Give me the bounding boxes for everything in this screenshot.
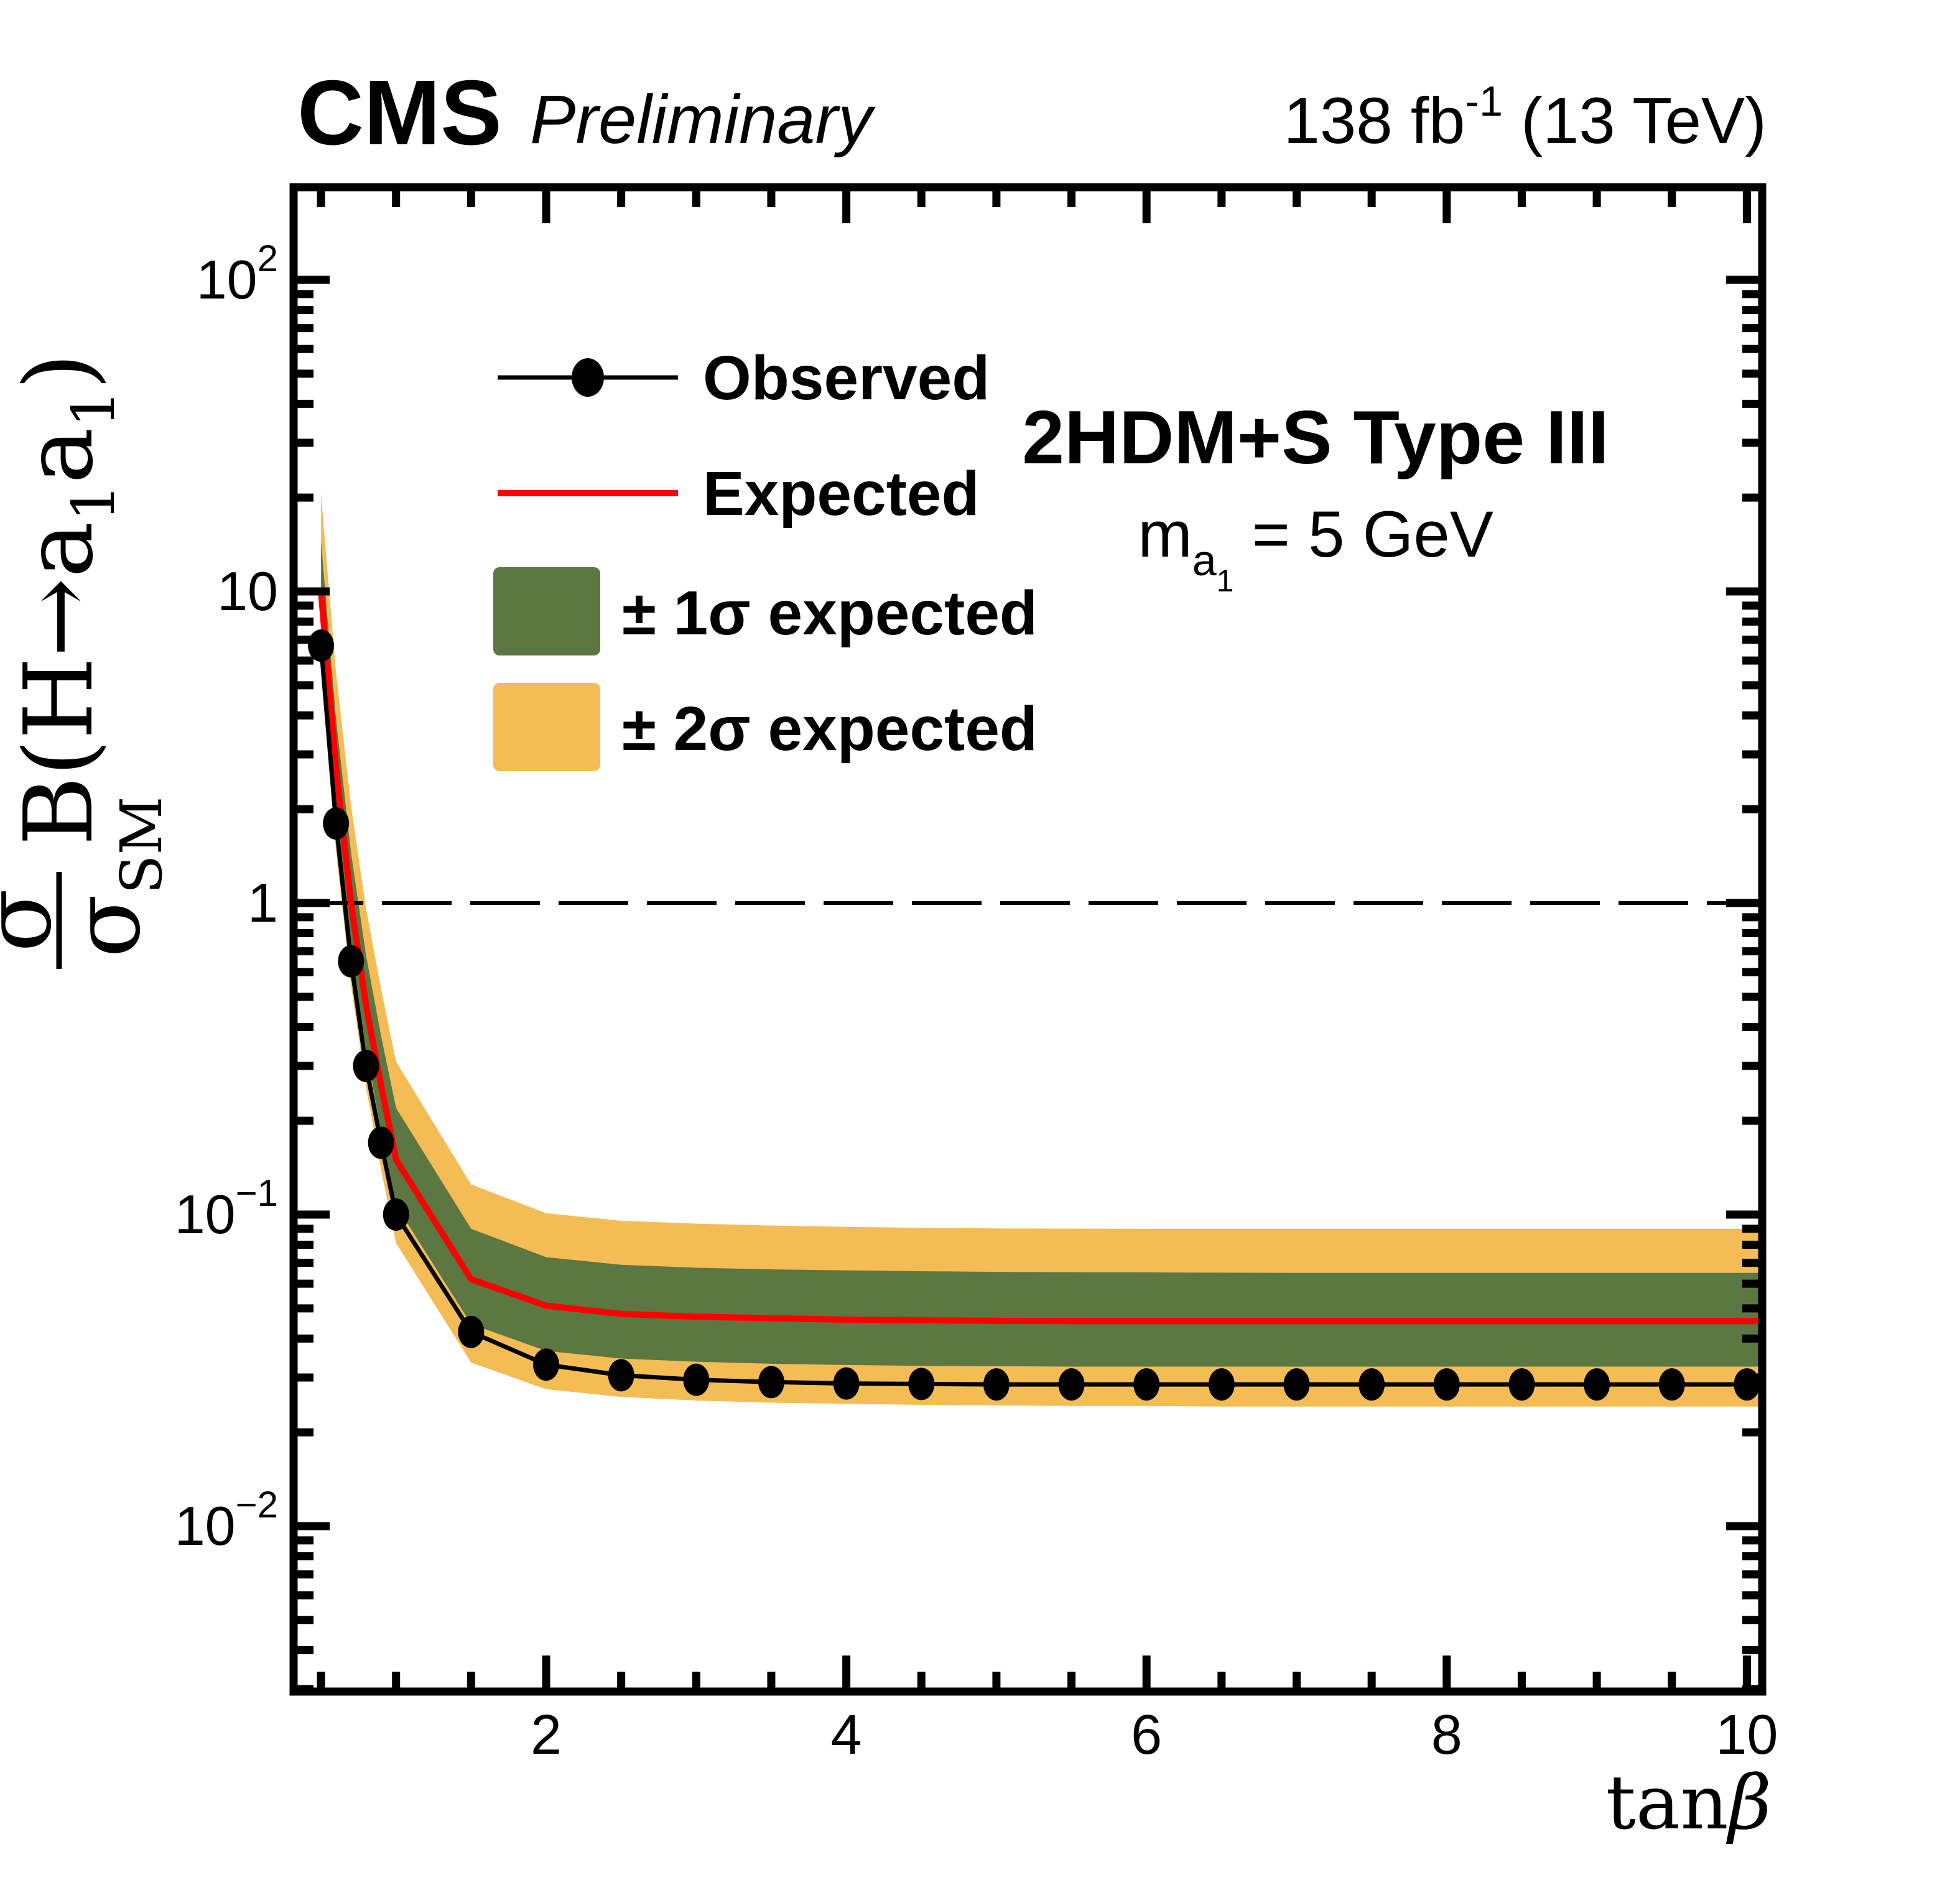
observed-marker (383, 1198, 409, 1231)
plot-frame-and-ticks: 2 4 6 8 10 102 10 1 10−1 10−2 (175, 183, 1778, 1766)
observed-marker (833, 1367, 860, 1400)
observed-marker (368, 1126, 394, 1159)
observed-legend-marker-icon (572, 358, 604, 397)
luminosity-label: 138 fb-1 (13 TeV) (1283, 78, 1767, 157)
observed-marker (1133, 1368, 1160, 1401)
limit-curves (308, 591, 1762, 1401)
y-title-denominator: σSM (53, 796, 175, 958)
x-tick-label: 6 (1131, 1704, 1162, 1766)
legend-expected-label: Expected (703, 459, 980, 529)
observed-marker (1283, 1368, 1310, 1401)
observed-marker (1058, 1368, 1085, 1401)
observed-marker (1359, 1368, 1385, 1401)
y-tick-label: 1 (248, 872, 278, 933)
uncertainty-bands (321, 494, 1762, 1407)
legend-two-sigma-label: ± 2σ expected (622, 694, 1038, 764)
observed-marker (533, 1348, 559, 1381)
y-tick-label: 10−1 (175, 1172, 278, 1245)
y-tick-label: 102 (197, 238, 278, 310)
plot-frame (289, 183, 1767, 1696)
y-tick-label: 10 (217, 560, 278, 622)
observed-marker (353, 1049, 379, 1082)
x-tick-label: 8 (1431, 1704, 1462, 1766)
observed-marker (458, 1315, 485, 1348)
observed-marker (683, 1363, 710, 1396)
preliminary-label: Preliminary (530, 81, 876, 158)
one-sigma-legend-swatch (493, 567, 600, 655)
observed-marker (1734, 1368, 1760, 1401)
two-sigma-legend-swatch (493, 683, 600, 771)
one-sigma-band (321, 541, 1762, 1367)
expected-curve (318, 591, 1762, 1325)
y-axis-title: σ σSM B(H→a1a1) (0, 353, 175, 969)
observed-marker (323, 807, 350, 840)
y-title-branching: B(H→a1a1) (4, 353, 128, 846)
observed-marker (308, 629, 335, 662)
x-tick-label: 10 (1716, 1704, 1778, 1766)
observed-marker (1208, 1368, 1235, 1401)
y-tick-label: 10−2 (175, 1484, 278, 1557)
x-tick-label: 2 (531, 1704, 562, 1766)
legend-one-sigma-label: ± 1σ expected (622, 578, 1038, 648)
model-name-label: 2HDM+S Type III (1022, 395, 1609, 479)
observed-marker (908, 1368, 935, 1401)
observed-marker (983, 1368, 1010, 1401)
observed-marker (1658, 1368, 1685, 1401)
observed-marker (1584, 1368, 1610, 1401)
x-tick-label: 4 (831, 1704, 862, 1766)
x-axis-title: tanβ (1606, 1760, 1772, 1846)
mass-label: ma1 = 5 GeV (1138, 498, 1493, 598)
legend: Observed Expected ± 1σ expected ± 2σ exp… (493, 343, 1038, 771)
cms-logo-text: CMS (297, 62, 502, 164)
model-annotation: 2HDM+S Type III ma1 = 5 GeV (1022, 395, 1609, 598)
observed-marker (608, 1359, 634, 1392)
observed-marker (338, 945, 365, 978)
legend-observed-label: Observed (703, 343, 990, 413)
observed-marker (1508, 1368, 1535, 1401)
observed-marker (758, 1366, 784, 1399)
observed-marker (1433, 1368, 1460, 1401)
